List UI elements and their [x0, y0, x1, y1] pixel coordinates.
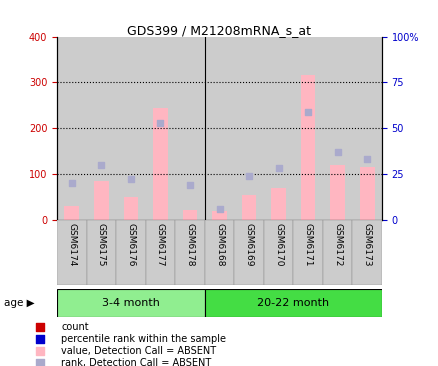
Point: [363, 156, 370, 162]
Text: GSM6177: GSM6177: [155, 223, 165, 266]
Text: GDS399 / M21208mRNA_s_at: GDS399 / M21208mRNA_s_at: [127, 24, 311, 37]
Bar: [57, 220, 86, 285]
Point: [98, 162, 105, 168]
Text: GSM6175: GSM6175: [97, 223, 106, 266]
Text: GSM6168: GSM6168: [215, 223, 223, 266]
Point: [275, 165, 282, 171]
Bar: [86, 220, 116, 285]
Bar: [263, 220, 293, 285]
Bar: [175, 37, 204, 220]
Bar: [234, 220, 263, 285]
Bar: [204, 37, 234, 220]
Bar: [94, 181, 109, 220]
Bar: [116, 220, 145, 285]
Bar: [204, 220, 234, 285]
Bar: [359, 167, 374, 220]
Bar: [116, 37, 145, 220]
Text: 20-22 month: 20-22 month: [257, 298, 328, 308]
Bar: [64, 206, 79, 220]
Text: GSM6174: GSM6174: [67, 223, 76, 266]
Bar: [293, 37, 322, 220]
Bar: [175, 220, 204, 285]
Text: GSM6171: GSM6171: [303, 223, 312, 266]
Bar: [241, 195, 256, 220]
Bar: [153, 108, 167, 220]
Point: [68, 180, 75, 186]
Text: percentile rank within the sample: percentile rank within the sample: [61, 334, 226, 344]
Bar: [271, 188, 285, 220]
Bar: [293, 220, 322, 285]
Bar: [329, 165, 344, 220]
Bar: [352, 220, 381, 285]
Text: age ▶: age ▶: [4, 298, 35, 308]
Bar: [322, 220, 352, 285]
Bar: [322, 37, 352, 220]
Text: rank, Detection Call = ABSENT: rank, Detection Call = ABSENT: [61, 358, 211, 366]
Point: [127, 176, 134, 182]
Point: [156, 120, 163, 126]
Point: [186, 182, 193, 188]
Bar: [300, 75, 315, 220]
Bar: [204, 289, 381, 317]
Point: [245, 173, 252, 179]
Point: [304, 109, 311, 115]
Text: value, Detection Call = ABSENT: value, Detection Call = ABSENT: [61, 346, 216, 356]
Bar: [123, 197, 138, 220]
Bar: [86, 37, 116, 220]
Text: GSM6173: GSM6173: [362, 223, 371, 266]
Bar: [57, 289, 204, 317]
Bar: [145, 37, 175, 220]
Text: GSM6169: GSM6169: [244, 223, 253, 266]
Bar: [57, 37, 86, 220]
Bar: [145, 220, 175, 285]
Point: [333, 149, 340, 155]
Text: 3-4 month: 3-4 month: [102, 298, 159, 308]
Text: GSM6176: GSM6176: [126, 223, 135, 266]
Text: GSM6172: GSM6172: [332, 223, 341, 266]
Text: GSM6170: GSM6170: [273, 223, 283, 266]
Text: GSM6178: GSM6178: [185, 223, 194, 266]
Text: count: count: [61, 322, 89, 332]
Bar: [352, 37, 381, 220]
Bar: [182, 209, 197, 220]
Bar: [212, 211, 226, 220]
Point: [215, 206, 223, 212]
Bar: [234, 37, 263, 220]
Bar: [263, 37, 293, 220]
